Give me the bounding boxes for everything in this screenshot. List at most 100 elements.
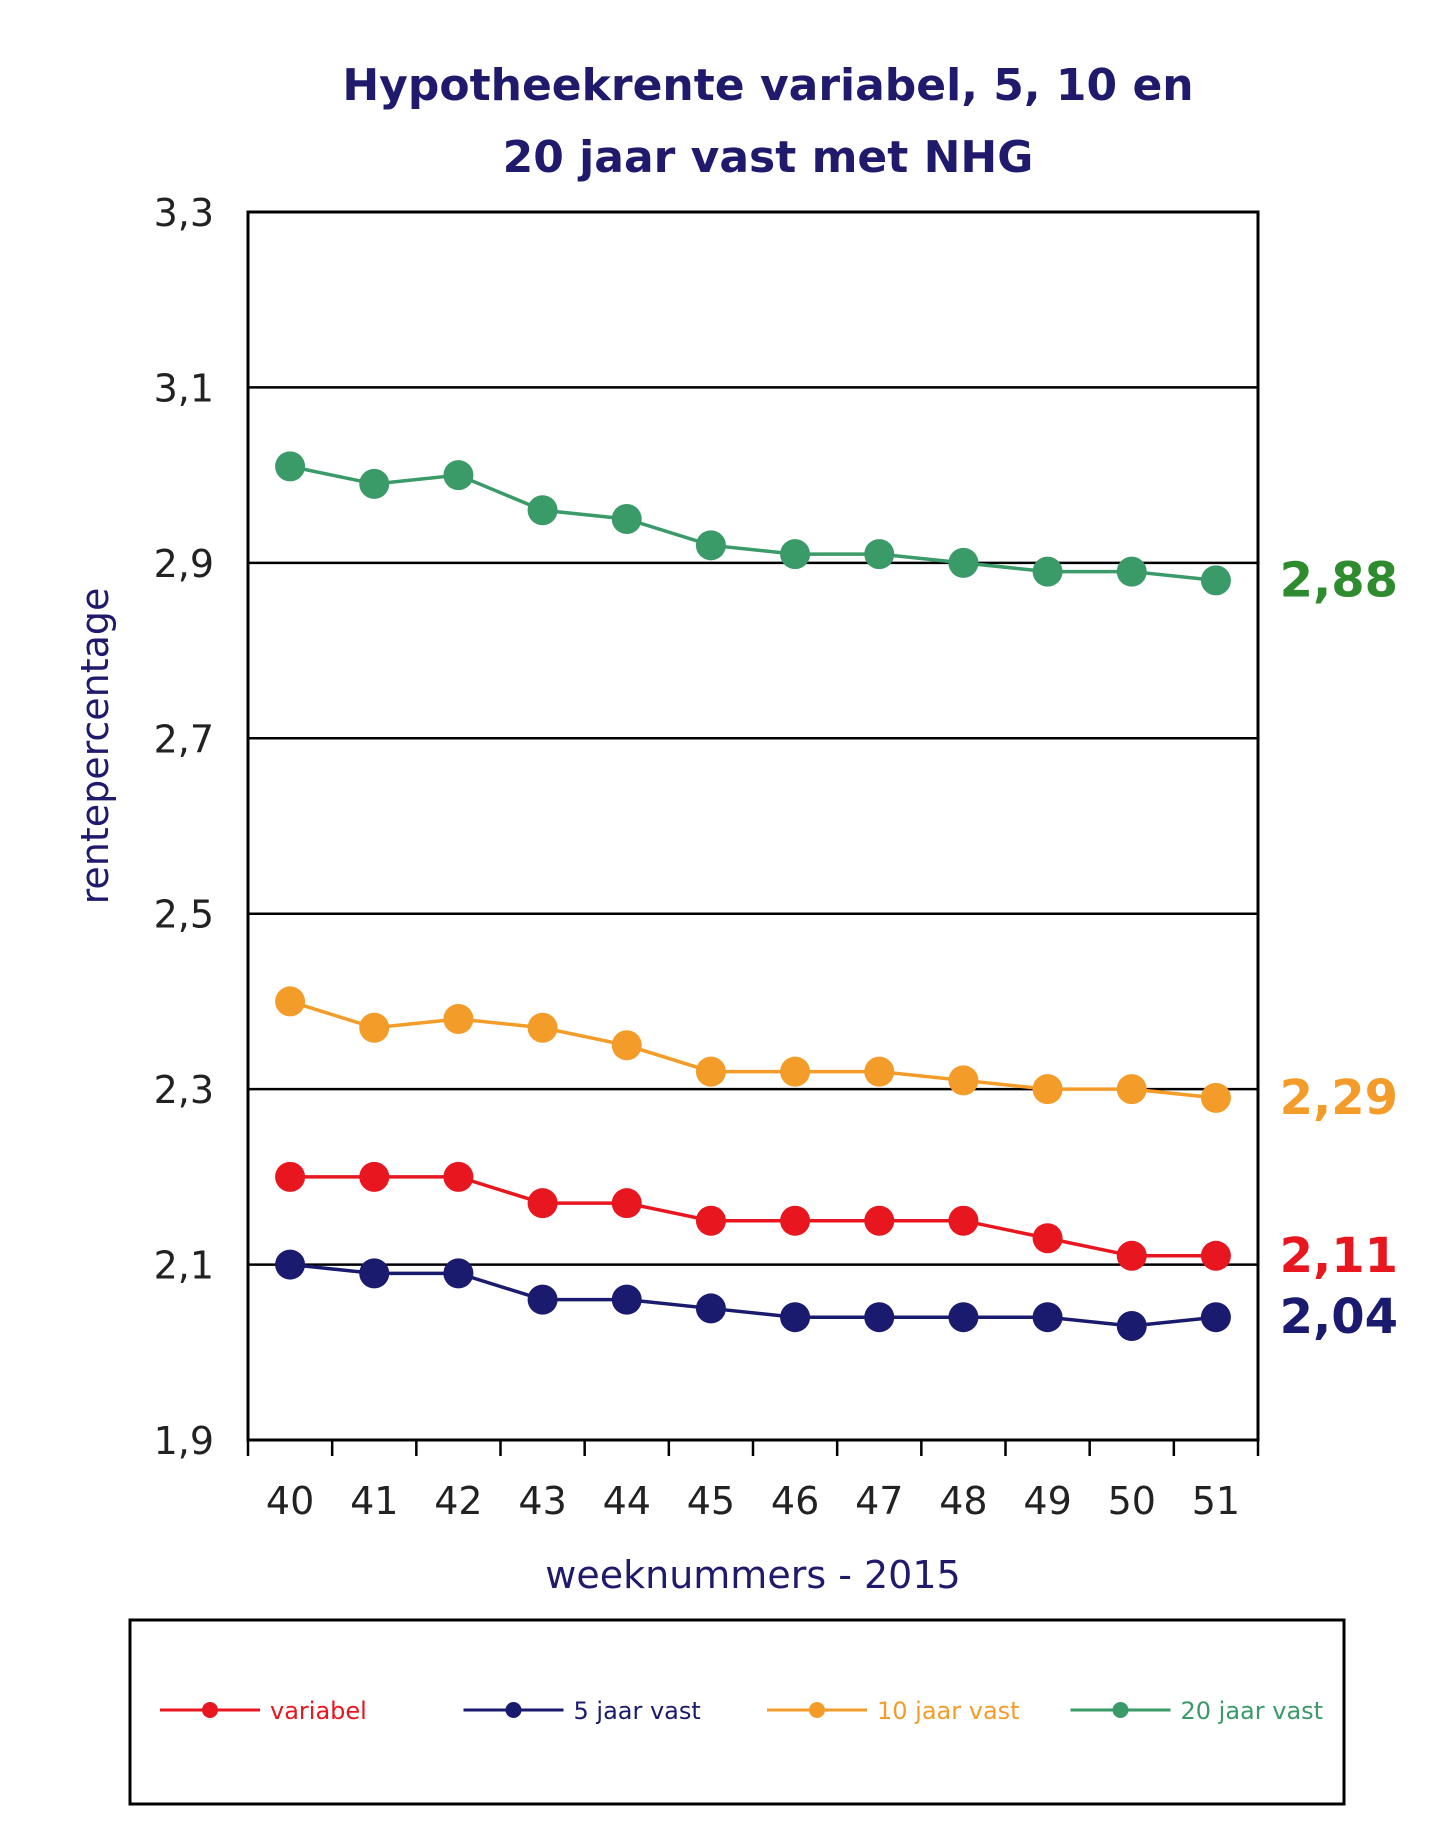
legend-swatch-marker: [809, 1702, 825, 1718]
data-point: [275, 451, 306, 482]
legend-swatch-marker: [505, 1702, 522, 1718]
data-point: [527, 1188, 558, 1219]
data-point: [948, 1065, 979, 1096]
y-axis-label: rentepercentage: [73, 588, 117, 905]
data-point: [695, 1056, 726, 1087]
legend-swatch-marker: [1112, 1702, 1129, 1718]
data-point: [1032, 1223, 1063, 1254]
data-point: [1116, 1240, 1147, 1271]
axes: 1,9 2,1 2,3 2,5 2,7 2,9 3,1 3,3 40 41 42 43 44 45 46 47…: [154, 191, 1260, 1523]
data-point: [695, 1205, 726, 1236]
data-point: [527, 1284, 558, 1315]
series-variabel: [275, 1161, 1231, 1271]
data-point: [695, 1293, 726, 1324]
y-tick-label: 3,1: [154, 366, 214, 410]
data-point: [948, 547, 979, 578]
data-point: [275, 986, 306, 1017]
legend-entry: 20 jaar vast: [1070, 1697, 1324, 1725]
legend-swatch-marker: [202, 1702, 218, 1718]
series-lines: [275, 451, 1231, 1341]
data-point: [1116, 1074, 1147, 1105]
legend-box: [128, 1618, 1346, 1806]
data-point: [1116, 556, 1147, 587]
data-point: [1032, 1302, 1063, 1333]
series-10-jaar-vast: [275, 986, 1231, 1113]
end-value-label: 2,11: [1280, 1228, 1398, 1284]
data-point: [443, 1161, 474, 1192]
data-point: [1200, 565, 1231, 596]
data-point: [611, 1030, 642, 1061]
x-tick-label: 42: [434, 1479, 482, 1523]
x-tick-label: 43: [518, 1479, 566, 1523]
data-point: [443, 1258, 474, 1289]
plot-area: [248, 212, 1258, 1440]
y-tick-label: 3,3: [154, 191, 214, 235]
x-tick-label: 44: [603, 1479, 651, 1523]
x-tick-label: 49: [1023, 1479, 1071, 1523]
data-point: [359, 1012, 390, 1043]
x-tick-label: 45: [687, 1479, 735, 1523]
data-point: [359, 468, 390, 499]
end-value-label: 2,04: [1280, 1289, 1398, 1345]
data-point: [527, 1012, 558, 1043]
data-point: [359, 1161, 390, 1192]
data-point: [611, 1284, 642, 1315]
data-point: [864, 539, 895, 570]
gridlines: [248, 386, 1258, 1266]
x-tick-label: 47: [855, 1479, 903, 1523]
chart-title-line-2: 20 jaar vast met NHG: [503, 132, 1034, 183]
data-point: [780, 1056, 811, 1087]
end-labels: 2,112,04 2,29 2,88: [1280, 552, 1398, 1345]
data-point: [1200, 1240, 1231, 1271]
x-tick-label: 51: [1192, 1479, 1240, 1523]
data-point: [864, 1302, 895, 1333]
data-point: [1200, 1082, 1231, 1113]
data-point: [1116, 1310, 1147, 1341]
data-point: [359, 1258, 390, 1289]
legend-entry: 5 jaar vast: [463, 1697, 701, 1725]
y-tick-label: 2,5: [154, 893, 214, 937]
data-point: [864, 1056, 895, 1087]
y-tick-label: 2,9: [154, 542, 214, 586]
x-tick-label: 46: [771, 1479, 819, 1523]
data-point: [611, 504, 642, 534]
series-20-jaar-vast: [275, 451, 1231, 596]
x-axis-label: weeknummers - 2015: [545, 1553, 960, 1597]
data-point: [780, 539, 811, 570]
data-point: [1032, 556, 1063, 587]
legend: variabel 5 jaar vast 10 jaar vast 20 jaar v…: [128, 1618, 1346, 1806]
chart-title: Hypotheekrente variabel, 5, 10 en 20 jaa…: [342, 60, 1193, 183]
legend-label: variabel: [270, 1697, 367, 1725]
data-point: [275, 1161, 306, 1192]
data-point: [948, 1302, 979, 1333]
y-tick-label: 2,1: [154, 1244, 214, 1288]
data-point: [864, 1205, 895, 1236]
y-tick-label: 2,7: [154, 717, 214, 761]
end-value-label: 2,88: [1280, 552, 1398, 608]
legend-entry: variabel: [160, 1697, 367, 1725]
data-point: [1032, 1074, 1063, 1105]
data-point: [443, 1003, 474, 1034]
end-value-label: 2,29: [1280, 1070, 1398, 1126]
y-tick-label: 2,3: [154, 1068, 214, 1112]
x-tick-label: 50: [1108, 1479, 1156, 1523]
data-point: [1200, 1302, 1231, 1333]
data-point: [695, 530, 726, 561]
chart-title-line-1: Hypotheekrente variabel, 5, 10 en: [342, 60, 1193, 111]
data-point: [611, 1188, 642, 1219]
legend-label: 5 jaar vast: [574, 1697, 701, 1725]
data-point: [948, 1205, 979, 1236]
x-tick-label: 48: [939, 1479, 987, 1523]
data-point: [780, 1205, 811, 1236]
series-5-jaar-vast: [275, 1249, 1231, 1341]
data-point: [780, 1302, 811, 1333]
x-tick-label: 41: [350, 1479, 398, 1523]
legend-entry: 10 jaar vast: [767, 1697, 1020, 1725]
data-point: [527, 495, 558, 526]
data-point: [275, 1249, 306, 1280]
legend-label: 10 jaar vast: [877, 1697, 1020, 1725]
x-tick-label: 40: [266, 1479, 314, 1523]
legend-label: 20 jaar vast: [1181, 1697, 1324, 1725]
y-tick-label: 1,9: [154, 1419, 214, 1463]
